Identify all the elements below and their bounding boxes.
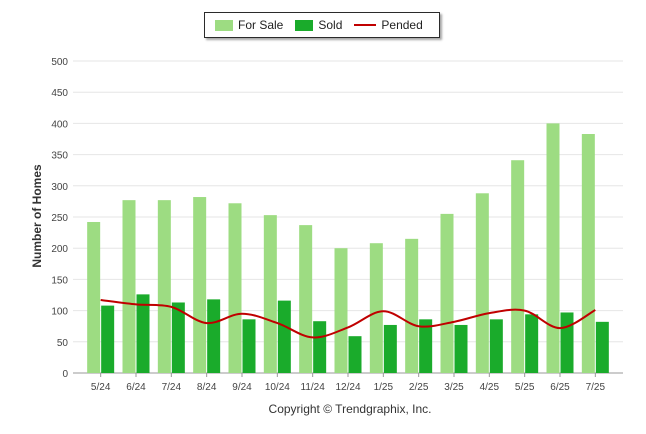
bar-for-sale: [511, 160, 525, 373]
x-tick-label: 12/24: [335, 382, 360, 393]
y-tick-label: 400: [51, 119, 68, 130]
bar-for-sale: [122, 200, 136, 373]
y-tick-label: 350: [51, 151, 68, 162]
bar-for-sale: [405, 238, 419, 373]
legend-item-pended[interactable]: Pended: [354, 18, 423, 32]
x-tick-label: 5/25: [515, 382, 535, 393]
y-tick-label: 50: [57, 338, 69, 349]
bar-for-sale: [369, 243, 383, 373]
bar-sold: [525, 314, 539, 373]
bar-sold: [313, 321, 327, 373]
legend-label-for-sale: For Sale: [238, 18, 284, 32]
bar-sold: [489, 319, 503, 373]
bar-sold: [242, 319, 256, 373]
bar-sold: [560, 312, 574, 373]
legend-swatch-pended: [354, 24, 377, 26]
x-tick-label: 5/24: [91, 382, 111, 393]
y-tick-label: 100: [51, 307, 68, 318]
bar-sold: [171, 302, 185, 373]
bar-for-sale: [299, 225, 313, 373]
bar-for-sale: [228, 203, 242, 373]
line-pended: [100, 298, 596, 339]
bar-sold: [454, 324, 468, 373]
chart-legend: For Sale Sold Pended: [204, 12, 440, 38]
bar-for-sale: [334, 248, 348, 373]
bar-sold: [207, 299, 221, 373]
x-tick-label: 3/25: [444, 382, 464, 393]
bar-for-sale: [157, 200, 171, 373]
x-tick-label: 4/25: [480, 382, 500, 393]
y-tick-label: 300: [51, 182, 68, 193]
bar-for-sale: [475, 193, 489, 373]
x-tick-label: 7/24: [162, 382, 182, 393]
legend-swatch-for-sale: [215, 19, 233, 31]
y-tick-label: 200: [51, 244, 68, 255]
copyright-footer: Copyright © Trendgraphix, Inc.: [268, 402, 432, 416]
bar-for-sale: [440, 213, 454, 373]
bar-for-sale: [263, 215, 277, 373]
bar-sold: [383, 324, 397, 373]
legend-item-for-sale[interactable]: For Sale: [215, 18, 283, 32]
bar-sold: [277, 300, 291, 373]
x-tick-label: 8/24: [197, 382, 217, 393]
y-tick-label: 450: [51, 88, 68, 99]
x-tick-label: 9/24: [232, 382, 252, 393]
bar-sold: [101, 305, 115, 373]
y-axis-label: Number of Homes: [30, 164, 44, 268]
bar-for-sale: [546, 123, 560, 374]
bar-sold: [595, 321, 609, 373]
bar-sold: [136, 294, 150, 373]
y-tick-label: 250: [51, 213, 68, 224]
x-tick-label: 10/24: [265, 382, 290, 393]
bar-sold: [348, 336, 362, 373]
x-tick-label: 6/25: [550, 382, 570, 393]
y-tick-label: 150: [51, 275, 68, 286]
legend-label-pended: Pended: [381, 18, 423, 32]
bar-sold: [419, 319, 433, 373]
legend-swatch-sold: [295, 19, 314, 31]
y-tick-label: 0: [62, 369, 68, 380]
x-tick-label: 1/25: [374, 382, 394, 393]
y-tick-label: 500: [51, 57, 68, 68]
bar-for-sale: [87, 221, 101, 373]
legend-item-sold[interactable]: Sold: [295, 18, 342, 32]
x-tick-label: 2/25: [409, 382, 429, 393]
x-tick-label: 11/24: [301, 382, 326, 393]
bar-for-sale: [581, 134, 595, 373]
bar-for-sale: [193, 197, 207, 373]
legend-label-sold: Sold: [318, 18, 343, 32]
x-tick-label: 7/25: [586, 382, 606, 393]
x-tick-label: 6/24: [126, 382, 146, 393]
